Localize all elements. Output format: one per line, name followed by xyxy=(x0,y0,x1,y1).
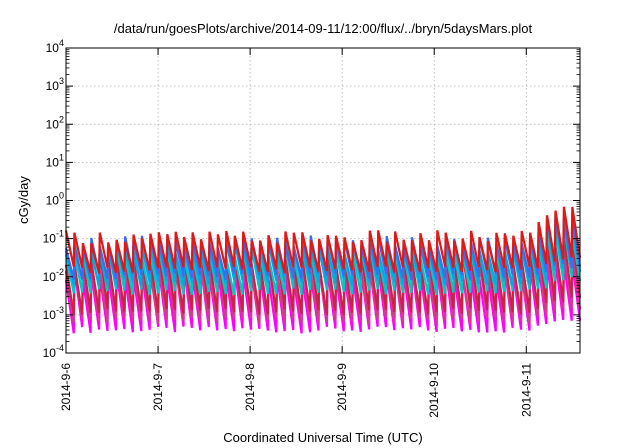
x-axis-label: Coordinated Universal Time (UTC) xyxy=(223,430,422,445)
y-tick-label: 10-4 xyxy=(43,343,64,360)
y-tick-label: 10-3 xyxy=(43,305,64,322)
y-tick-label: 10-2 xyxy=(43,267,64,284)
y-tick-label: 103 xyxy=(46,76,64,93)
x-tick-label: 2014-9-8 xyxy=(243,363,257,411)
y-tick-label: 102 xyxy=(46,114,64,131)
y-tick-labels: 104 103 102 101 100 10-1 10-2 10-3 10-4 xyxy=(43,38,64,360)
y-tick-label: 10-1 xyxy=(43,229,64,246)
series-lines xyxy=(64,206,582,334)
x-tick-label: 2014-9-9 xyxy=(335,363,349,411)
series-line xyxy=(64,206,582,274)
series-line xyxy=(64,217,582,287)
x-tick-label: 2014-9-11 xyxy=(519,363,533,417)
series-line xyxy=(64,236,582,316)
y-tick-label: 104 xyxy=(46,38,64,55)
x-tick-label: 2014-9-10 xyxy=(427,363,441,418)
chart-title: /data/run/goesPlots/archive/2014-09-11/1… xyxy=(114,21,533,36)
y-tick-label: 100 xyxy=(46,191,64,208)
x-tick-label: 2014-9-7 xyxy=(151,363,165,411)
tick-marks xyxy=(65,47,580,354)
x-tick-label: 2014-9-6 xyxy=(59,363,73,411)
y-tick-label: 101 xyxy=(46,152,64,169)
x-tick-labels: 2014-9-6 2014-9-7 2014-9-8 2014-9-9 2014-9-1… xyxy=(59,363,533,418)
y-axis-label: cGy/day xyxy=(16,176,31,224)
